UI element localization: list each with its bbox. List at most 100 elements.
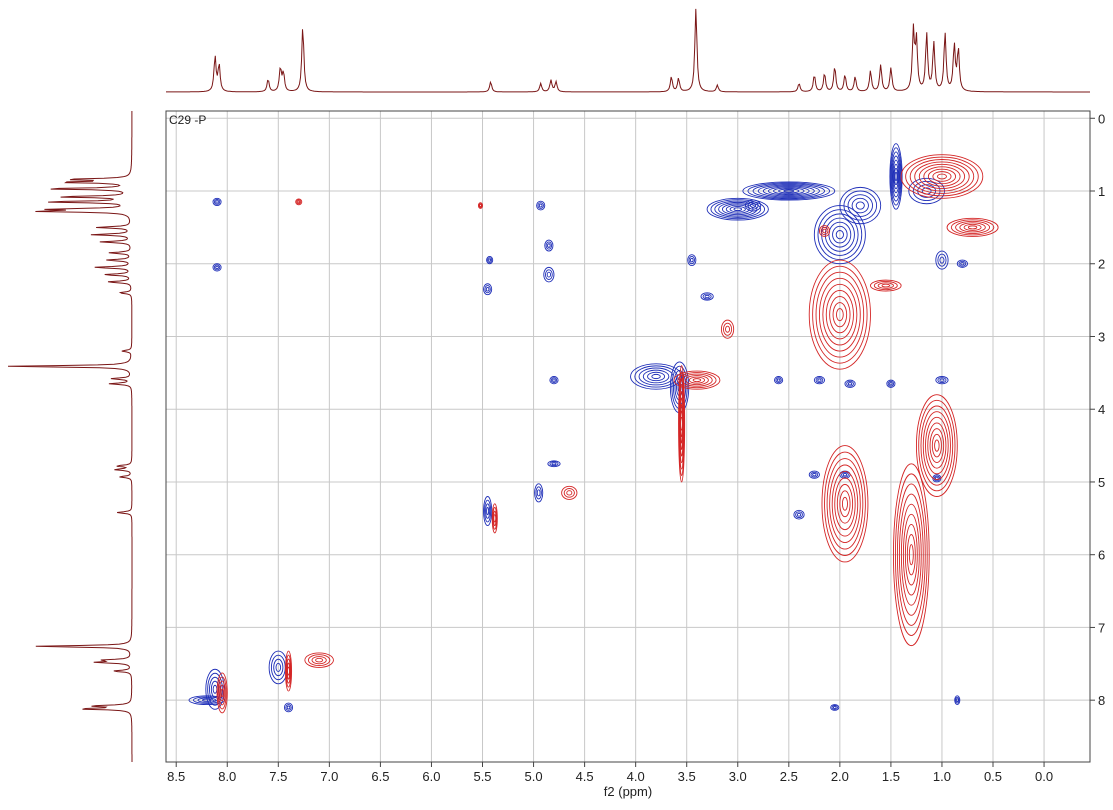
contour-level xyxy=(714,200,762,218)
contour-level xyxy=(898,493,924,616)
contour-level xyxy=(820,226,829,236)
contour-level xyxy=(821,213,859,256)
contour-level xyxy=(545,241,553,250)
contour-level xyxy=(967,225,978,230)
x-axis: 8.5 8.0 7.5 7.0 6.5 6.0 5.5 5.0 4.5 4.0 3.5 3.0 2.5 2… xyxy=(167,762,1053,784)
plot-frame xyxy=(165,110,1091,763)
contour-level xyxy=(958,260,967,267)
contour-level xyxy=(217,676,227,710)
contour-level xyxy=(213,264,221,271)
positive-cross-peak xyxy=(742,181,836,201)
contour-level xyxy=(647,371,666,382)
contour-level xyxy=(215,200,219,204)
contour-level xyxy=(843,190,878,221)
positive-cross-peak xyxy=(706,197,769,221)
contour-level xyxy=(776,378,781,382)
negative-cross-peak xyxy=(821,445,869,563)
contour-level xyxy=(955,220,991,234)
x-tick-label: 7.0 xyxy=(320,769,338,784)
contour-level xyxy=(920,405,954,486)
contour-level xyxy=(192,696,221,704)
contour-level xyxy=(718,201,758,217)
contour-level xyxy=(893,463,930,647)
contour-level xyxy=(688,256,695,265)
contour-level xyxy=(870,279,902,292)
negative-cross-peak xyxy=(304,652,334,668)
contour-level xyxy=(796,512,802,517)
contour-level xyxy=(684,375,709,386)
contour-level xyxy=(681,373,713,387)
contour-level xyxy=(810,471,819,478)
positive-cross-peak xyxy=(212,263,222,272)
contour-level xyxy=(774,376,784,385)
contour-level xyxy=(846,380,854,387)
contour-level xyxy=(894,473,928,636)
positive-cross-peak xyxy=(886,379,896,388)
contour-level xyxy=(886,379,896,388)
contour-level xyxy=(836,483,854,524)
contour-level xyxy=(549,376,559,385)
contour-level xyxy=(842,473,848,477)
x-tick-label: 1.0 xyxy=(933,769,951,784)
x-tick-label: 0.0 xyxy=(1035,769,1053,784)
positive-cross-peak xyxy=(483,496,493,527)
contour-level xyxy=(201,698,212,702)
contour-level xyxy=(561,485,578,500)
contour-level xyxy=(934,439,940,452)
contour-level xyxy=(723,322,733,336)
contour-level xyxy=(818,225,831,237)
contour-level xyxy=(815,271,865,358)
contour-level xyxy=(677,372,717,389)
contour-level xyxy=(909,159,975,194)
contour-level xyxy=(492,506,498,530)
contour-level xyxy=(297,200,301,204)
positive-cross-peak xyxy=(744,199,762,212)
contour-level xyxy=(704,294,710,299)
contour-level xyxy=(483,496,493,527)
negative-cross-peak xyxy=(900,154,984,199)
contour-level xyxy=(904,523,918,586)
contour-level xyxy=(563,488,575,498)
x-tick-label: 2.0 xyxy=(831,769,849,784)
positive-cross-peak xyxy=(483,283,493,296)
contour-level xyxy=(218,680,226,706)
contour-level xyxy=(213,199,221,205)
contour-level xyxy=(315,657,324,663)
y-tick-label: 1 xyxy=(1098,184,1105,199)
contour-level xyxy=(900,154,984,199)
contour-level xyxy=(535,486,542,500)
contour-level xyxy=(821,445,869,563)
contour-level xyxy=(812,265,868,364)
contour-level xyxy=(887,380,895,387)
contour-level xyxy=(832,302,848,328)
contour-level xyxy=(216,672,228,714)
y-tick-label: 3 xyxy=(1098,329,1105,344)
positive-cross-peak xyxy=(543,266,555,283)
contour-level xyxy=(925,416,949,475)
contour-level xyxy=(914,161,970,192)
contour-level xyxy=(893,163,899,190)
contour-level xyxy=(918,399,956,492)
contour-level xyxy=(545,269,553,280)
contour-level xyxy=(642,369,670,384)
contour-level xyxy=(488,258,492,262)
contour-level xyxy=(212,263,222,272)
contour-level xyxy=(905,156,979,197)
negative-cross-peak xyxy=(561,485,578,500)
contour-level xyxy=(954,695,961,705)
contour-level xyxy=(959,222,986,233)
contour-level xyxy=(841,496,848,511)
contour-level xyxy=(275,662,282,672)
contour-level xyxy=(929,428,945,464)
positive-cross-peak xyxy=(793,509,805,520)
contour-level xyxy=(822,283,858,346)
positive-cross-peak xyxy=(283,702,294,713)
contour-level xyxy=(483,283,493,296)
contour-level xyxy=(817,378,822,382)
contour-level xyxy=(702,293,712,300)
contour-level xyxy=(908,544,914,566)
contour-level xyxy=(285,704,292,711)
contour-level xyxy=(839,490,851,518)
contour-level xyxy=(825,289,854,340)
